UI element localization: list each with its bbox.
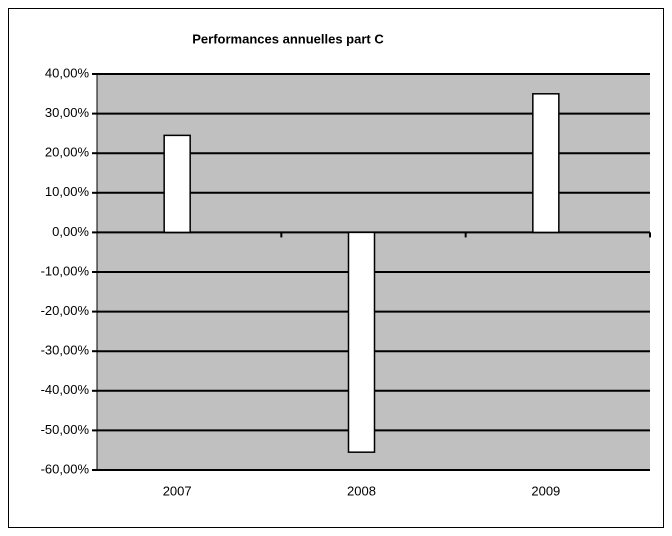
y-tick-label: -30,00% — [41, 343, 90, 358]
y-tick-label: 30,00% — [45, 105, 90, 120]
x-tick-label: 2008 — [347, 483, 376, 498]
bar — [163, 134, 191, 234]
chart-title: Performances annuelles part C — [192, 31, 384, 46]
y-tick-label: 10,00% — [45, 184, 90, 199]
y-tick-label: -40,00% — [41, 382, 90, 397]
x-tick-label: 2009 — [531, 483, 560, 498]
y-tick-label: 20,00% — [45, 145, 90, 160]
y-tick-label: -60,00% — [41, 461, 90, 476]
y-tick-label: 0,00% — [52, 224, 89, 239]
y-tick-label: -20,00% — [41, 303, 90, 318]
x-tick-label: 2007 — [163, 483, 192, 498]
y-tick-label: 40,00% — [45, 65, 90, 80]
y-tick-label: -10,00% — [41, 263, 90, 278]
y-tick-label: -50,00% — [41, 422, 90, 437]
bar — [532, 93, 560, 234]
bar — [347, 231, 376, 453]
